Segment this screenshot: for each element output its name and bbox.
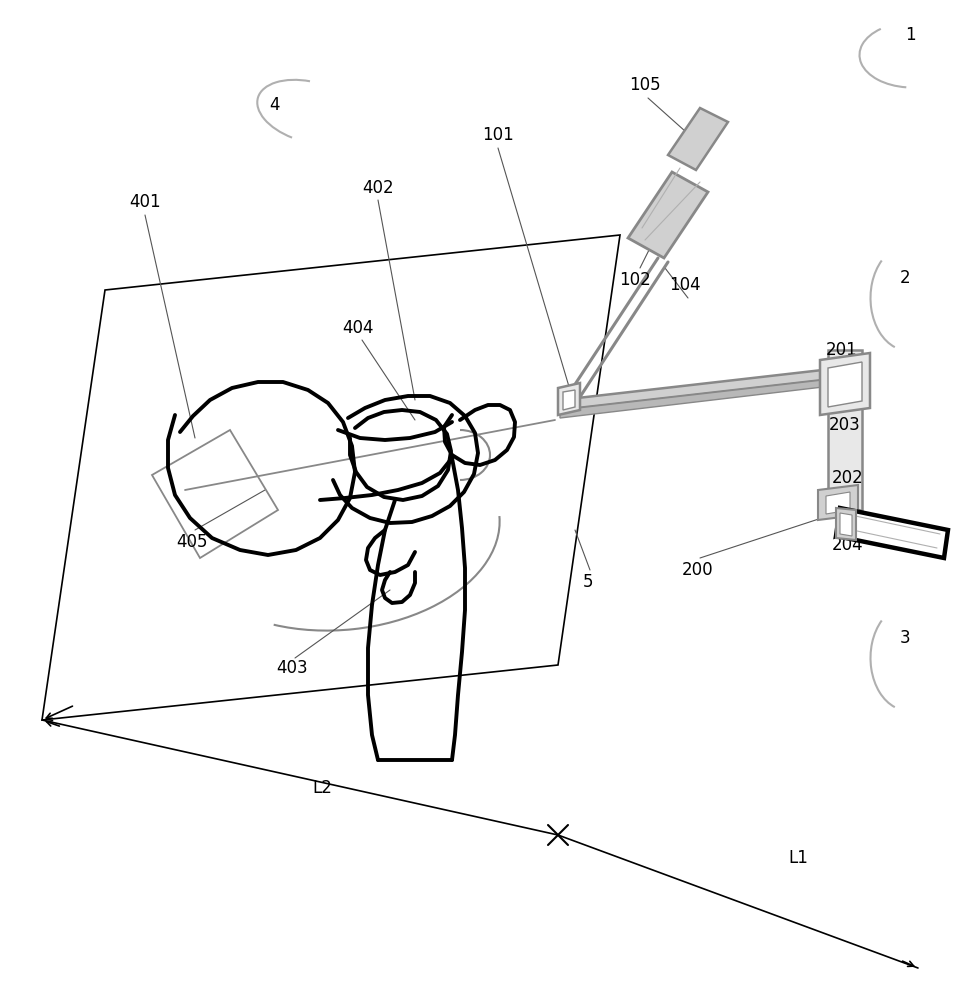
Text: 105: 105 <box>628 76 660 94</box>
Text: 201: 201 <box>825 341 857 359</box>
Text: 202: 202 <box>831 469 863 487</box>
Text: 203: 203 <box>828 416 860 434</box>
Text: 2: 2 <box>899 269 909 287</box>
Polygon shape <box>839 513 851 536</box>
Polygon shape <box>559 368 839 410</box>
Text: 1: 1 <box>903 26 914 44</box>
Text: 102: 102 <box>619 271 651 289</box>
Text: 405: 405 <box>176 533 208 551</box>
Polygon shape <box>835 508 947 558</box>
Text: 5: 5 <box>582 573 593 591</box>
Polygon shape <box>817 485 857 520</box>
Polygon shape <box>562 390 575 410</box>
Text: 403: 403 <box>276 659 308 677</box>
Text: 104: 104 <box>669 276 700 294</box>
Text: L1: L1 <box>787 849 807 867</box>
Polygon shape <box>557 383 579 415</box>
Text: 4: 4 <box>269 96 280 114</box>
Polygon shape <box>628 172 707 258</box>
Polygon shape <box>667 108 727 170</box>
Polygon shape <box>835 508 855 540</box>
Polygon shape <box>827 350 861 510</box>
Polygon shape <box>559 378 839 418</box>
Polygon shape <box>825 492 850 514</box>
Text: 404: 404 <box>342 319 374 337</box>
Text: 401: 401 <box>129 193 160 211</box>
Text: 101: 101 <box>481 126 513 144</box>
Text: 204: 204 <box>831 536 863 554</box>
Text: 3: 3 <box>899 629 909 647</box>
Polygon shape <box>827 362 861 407</box>
Text: 402: 402 <box>361 179 393 197</box>
Text: 200: 200 <box>681 561 713 579</box>
Polygon shape <box>819 353 869 415</box>
Text: L2: L2 <box>311 779 332 797</box>
